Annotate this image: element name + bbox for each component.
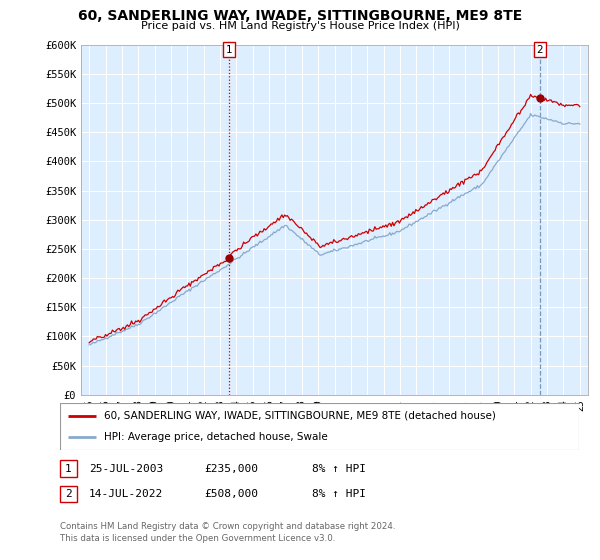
Text: 60, SANDERLING WAY, IWADE, SITTINGBOURNE, ME9 8TE (detached house): 60, SANDERLING WAY, IWADE, SITTINGBOURNE…: [104, 411, 496, 421]
Text: 1: 1: [226, 45, 232, 55]
Text: 60, SANDERLING WAY, IWADE, SITTINGBOURNE, ME9 8TE: 60, SANDERLING WAY, IWADE, SITTINGBOURNE…: [78, 9, 522, 23]
Text: Price paid vs. HM Land Registry's House Price Index (HPI): Price paid vs. HM Land Registry's House …: [140, 21, 460, 31]
Text: 25-JUL-2003: 25-JUL-2003: [89, 464, 163, 474]
Text: 2: 2: [65, 489, 72, 499]
Text: 8% ↑ HPI: 8% ↑ HPI: [312, 464, 366, 474]
Text: 14-JUL-2022: 14-JUL-2022: [89, 489, 163, 499]
Text: HPI: Average price, detached house, Swale: HPI: Average price, detached house, Swal…: [104, 432, 328, 442]
Text: This data is licensed under the Open Government Licence v3.0.: This data is licensed under the Open Gov…: [60, 534, 335, 543]
Text: 8% ↑ HPI: 8% ↑ HPI: [312, 489, 366, 499]
FancyBboxPatch shape: [60, 403, 579, 450]
Text: 1: 1: [65, 464, 72, 474]
Text: £235,000: £235,000: [204, 464, 258, 474]
Text: 2: 2: [536, 45, 543, 55]
Text: £508,000: £508,000: [204, 489, 258, 499]
Text: Contains HM Land Registry data © Crown copyright and database right 2024.: Contains HM Land Registry data © Crown c…: [60, 522, 395, 531]
